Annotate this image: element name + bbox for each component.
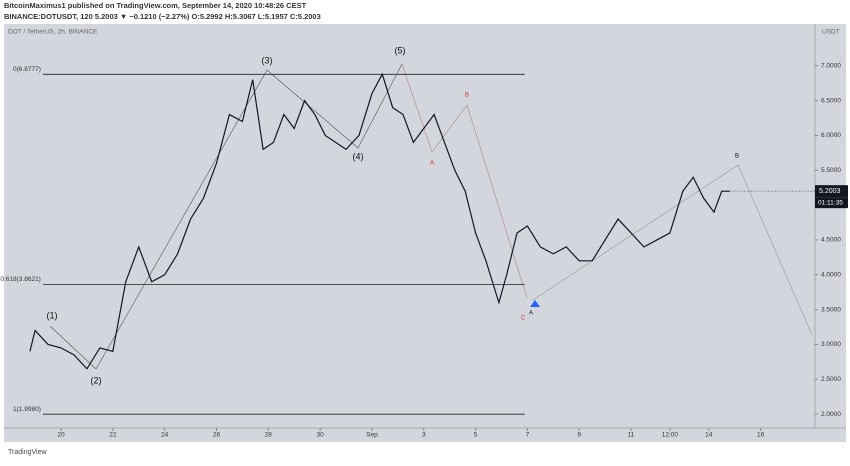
symbol-info: BINANCE:DOTUSDT, 120 5.2003 ▼ −0.1210 (−… bbox=[4, 12, 321, 21]
fib-label: 1(1.9980) bbox=[13, 406, 41, 413]
x-tick-label: 5 bbox=[474, 432, 478, 439]
x-tick-label: 14 bbox=[705, 432, 713, 439]
y-axis-label: USDT bbox=[822, 29, 840, 36]
x-tick-label: Sep bbox=[366, 432, 378, 439]
annotation: (3) bbox=[262, 55, 273, 65]
y-tick-label: 2.5000 bbox=[821, 376, 841, 383]
y-tick-label: 7.0000 bbox=[821, 63, 841, 70]
marker bbox=[530, 300, 540, 307]
chart-title: DOT / TetherUS, 2h, BINANCE bbox=[8, 29, 98, 36]
annotation: (5) bbox=[395, 45, 406, 55]
x-tick-label: 20 bbox=[57, 432, 65, 439]
annotation: B bbox=[735, 154, 739, 160]
x-tick-label: 24 bbox=[161, 432, 169, 439]
y-tick-label: 3.5000 bbox=[821, 306, 841, 313]
x-tick-label: 28 bbox=[265, 432, 273, 439]
fib-label: 0.618(3.8621) bbox=[0, 276, 40, 283]
logo: TradingView bbox=[8, 449, 47, 456]
projection-line bbox=[532, 164, 813, 336]
x-tick-label: 7 bbox=[526, 432, 530, 439]
annotation: A bbox=[529, 311, 533, 317]
y-tick-label: 6.0000 bbox=[821, 132, 841, 139]
annotation: (2) bbox=[91, 375, 102, 385]
annotation: C bbox=[521, 316, 526, 322]
price-tag bbox=[815, 185, 848, 198]
countdown-tag bbox=[815, 197, 848, 209]
wave-line bbox=[49, 63, 403, 370]
countdown: 01:11:35 bbox=[818, 199, 843, 206]
y-tick-label: 6.5000 bbox=[821, 97, 841, 104]
plot-background bbox=[4, 24, 846, 442]
x-tick-label: 16 bbox=[757, 432, 765, 439]
y-tick-label: 2.0000 bbox=[821, 411, 841, 418]
annotation: B bbox=[465, 93, 469, 99]
x-tick-label: 26 bbox=[213, 432, 221, 439]
annotation: (1) bbox=[47, 310, 58, 320]
x-tick-label: 3 bbox=[422, 432, 426, 439]
y-tick-label: 4.5000 bbox=[821, 237, 841, 244]
publisher: BitcoinMaximus1 published on TradingView… bbox=[4, 1, 307, 10]
price-tag-label: 5.2003 bbox=[819, 188, 841, 195]
x-tick-label: 9 bbox=[577, 432, 581, 439]
y-tick-label: 3.0000 bbox=[821, 341, 841, 348]
fib-label: 0(6.8777) bbox=[13, 66, 41, 73]
y-tick-label: 5.5000 bbox=[821, 167, 841, 174]
x-tick-label: 11 bbox=[628, 432, 635, 439]
abc-line bbox=[401, 63, 528, 299]
x-tick-label: 30 bbox=[316, 432, 324, 439]
price-line bbox=[29, 72, 730, 370]
x-tick-label: 12:00 bbox=[662, 432, 679, 439]
x-tick-label: 22 bbox=[109, 432, 117, 439]
annotation: A bbox=[430, 161, 434, 167]
annotation: (4) bbox=[353, 151, 364, 161]
y-tick-label: 4.0000 bbox=[821, 271, 841, 278]
